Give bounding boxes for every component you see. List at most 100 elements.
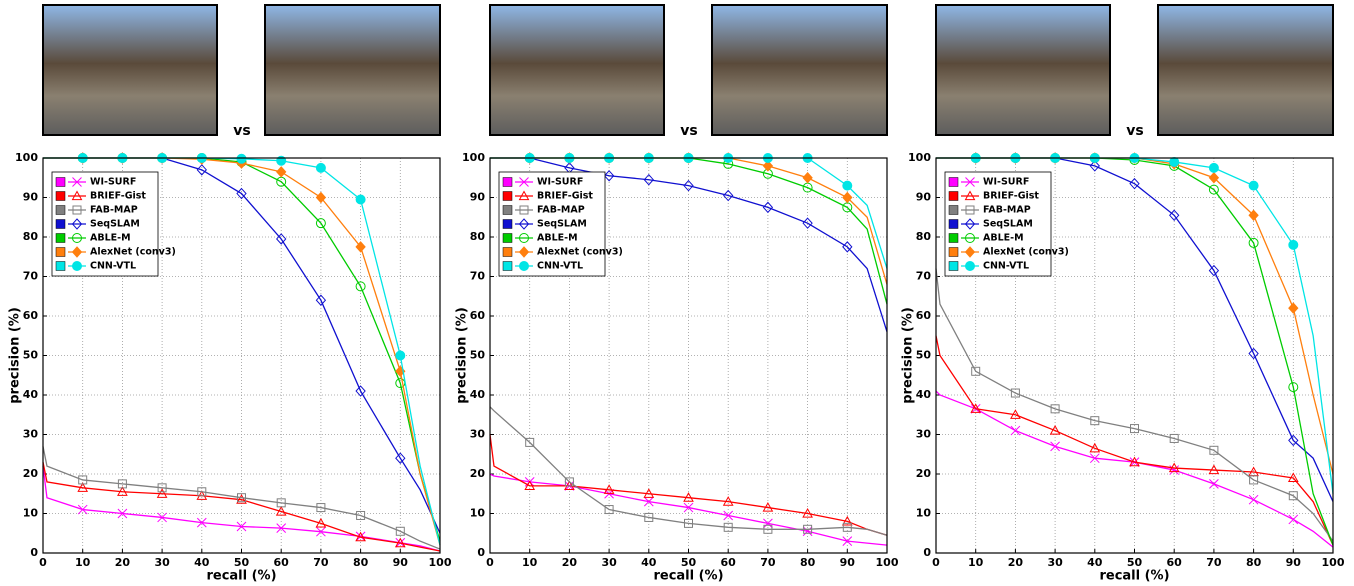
data-point bbox=[723, 189, 734, 202]
data-point bbox=[315, 162, 326, 173]
photo bbox=[1157, 4, 1334, 136]
data-point bbox=[970, 403, 982, 413]
data-point bbox=[1248, 237, 1259, 248]
data-point bbox=[644, 512, 654, 522]
data-point bbox=[1169, 156, 1180, 167]
data-point bbox=[1010, 409, 1021, 419]
data-point bbox=[643, 488, 655, 498]
data-point bbox=[802, 217, 813, 229]
legend-swatch bbox=[502, 247, 513, 257]
legend-label: ABLE-M bbox=[983, 233, 1024, 244]
y-tick-label: 60 bbox=[23, 309, 39, 322]
data-point bbox=[196, 164, 207, 176]
x-axis-label: recall (%) bbox=[1099, 569, 1169, 584]
legend-label: WI-SURF bbox=[983, 177, 1029, 188]
y-tick-label: 40 bbox=[916, 388, 932, 401]
photo bbox=[935, 4, 1111, 136]
legend-marker bbox=[965, 205, 975, 215]
data-point bbox=[683, 492, 694, 502]
data-point bbox=[1288, 491, 1298, 501]
x-axis-label: recall (%) bbox=[206, 569, 276, 584]
data-point bbox=[1169, 209, 1180, 222]
data-point bbox=[842, 536, 853, 547]
plot-frame bbox=[42, 157, 441, 554]
data-point bbox=[803, 524, 813, 534]
vs-label: vs bbox=[233, 123, 250, 139]
x-tick-label: 30 bbox=[154, 556, 170, 569]
data-point bbox=[1089, 442, 1101, 453]
data-point bbox=[1208, 172, 1220, 184]
data-point bbox=[971, 366, 981, 376]
x-tick-label: 70 bbox=[760, 556, 776, 569]
photo bbox=[42, 4, 218, 136]
data-point bbox=[316, 526, 326, 537]
data-point bbox=[356, 510, 366, 520]
y-tick-label: 50 bbox=[470, 349, 486, 362]
data-point bbox=[1089, 160, 1100, 172]
data-point bbox=[1089, 453, 1100, 464]
legend-swatch bbox=[948, 205, 959, 215]
data-point bbox=[395, 526, 405, 536]
vs-label: vs bbox=[680, 123, 697, 139]
y-tick-label: 100 bbox=[15, 151, 38, 164]
legend-marker bbox=[71, 218, 83, 230]
y-tick-label: 100 bbox=[908, 151, 931, 164]
data-point bbox=[1209, 479, 1219, 489]
x-tick-label: 60 bbox=[274, 556, 290, 569]
series-line bbox=[489, 406, 888, 536]
legend-label: AlexNet (conv3) bbox=[983, 247, 1069, 258]
x-tick-label: 20 bbox=[562, 556, 578, 569]
data-point bbox=[524, 480, 536, 490]
legend-swatch bbox=[502, 205, 513, 215]
legend-marker bbox=[519, 205, 529, 215]
data-point bbox=[684, 518, 693, 528]
y-tick-label: 20 bbox=[23, 467, 39, 480]
data-point bbox=[643, 496, 654, 507]
legend-marker bbox=[965, 177, 975, 187]
data-point bbox=[236, 187, 247, 200]
x-tick-label: 80 bbox=[800, 556, 816, 569]
data-point bbox=[315, 517, 327, 528]
legend-marker bbox=[72, 261, 82, 271]
series-line bbox=[935, 335, 1334, 546]
data-point bbox=[1049, 425, 1061, 435]
data-point bbox=[395, 452, 406, 464]
x-tick-label: 100 bbox=[876, 556, 899, 569]
legend-marker bbox=[519, 261, 529, 271]
legend-swatch bbox=[502, 177, 513, 187]
legend-marker bbox=[964, 218, 976, 230]
data-point bbox=[236, 494, 247, 504]
x-tick-label: 30 bbox=[1047, 556, 1063, 569]
data-point bbox=[1010, 425, 1021, 436]
legend-marker bbox=[72, 233, 82, 243]
data-point bbox=[603, 170, 615, 182]
y-tick-label: 30 bbox=[916, 428, 932, 441]
x-axis-label: recall (%) bbox=[653, 569, 723, 584]
y-tick-label: 50 bbox=[916, 349, 932, 362]
data-point bbox=[1287, 472, 1299, 483]
legend-swatch bbox=[55, 233, 66, 243]
plot-frame bbox=[935, 157, 1334, 554]
legend-label: SeqSLAM bbox=[983, 219, 1033, 230]
y-tick-label: 80 bbox=[23, 230, 39, 243]
data-point bbox=[1090, 416, 1100, 426]
data-point bbox=[117, 486, 128, 496]
y-axis-label: precision (%) bbox=[8, 307, 23, 404]
data-point bbox=[236, 153, 247, 164]
x-tick-label: 60 bbox=[1167, 556, 1183, 569]
data-point bbox=[117, 479, 127, 489]
photo bbox=[264, 4, 441, 136]
data-point bbox=[157, 483, 167, 493]
data-point bbox=[802, 526, 813, 537]
data-point bbox=[1248, 209, 1259, 222]
x-tick-label: 70 bbox=[1206, 556, 1222, 569]
x-tick-label: 60 bbox=[721, 556, 737, 569]
legend-swatch bbox=[502, 219, 513, 229]
y-tick-label: 60 bbox=[916, 309, 932, 322]
data-point bbox=[1208, 264, 1220, 277]
data-point bbox=[77, 482, 89, 492]
legend-swatch bbox=[948, 219, 959, 229]
data-point bbox=[315, 191, 327, 204]
y-tick-label: 40 bbox=[470, 388, 486, 401]
